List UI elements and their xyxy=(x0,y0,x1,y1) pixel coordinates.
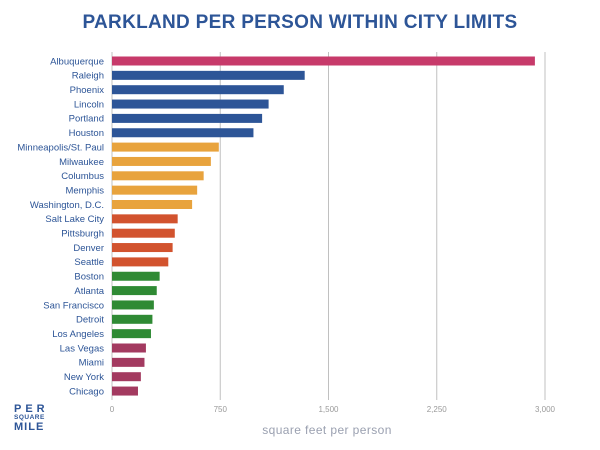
bar xyxy=(112,171,204,181)
bar xyxy=(112,56,535,66)
category-label: Salt Lake City xyxy=(45,214,104,225)
category-label: Las Vegas xyxy=(60,343,105,354)
category-label: Washington, D.C. xyxy=(30,200,104,211)
category-labels: Albuquerque Raleigh Phoenix Lincoln Portland… xyxy=(17,56,104,397)
logo-line-1: PER xyxy=(14,403,49,415)
category-label: Houston xyxy=(69,128,104,139)
bars xyxy=(112,56,535,396)
chart-title: PARKLAND PER PERSON WITHIN CITY LIMITS xyxy=(82,12,518,33)
bar xyxy=(112,357,145,367)
bar xyxy=(112,314,153,324)
bar xyxy=(112,99,269,109)
category-label: Phoenix xyxy=(70,85,105,96)
bar xyxy=(112,185,198,195)
category-label: Miami xyxy=(79,358,104,369)
bar xyxy=(112,329,151,339)
category-label: Pittsburgh xyxy=(61,229,104,240)
bar xyxy=(112,128,254,138)
x-tick-label: 1,500 xyxy=(318,405,339,414)
category-label: Portland xyxy=(69,114,104,125)
bar xyxy=(112,200,193,209)
grid-lines xyxy=(111,52,546,400)
bar xyxy=(112,113,263,123)
bar xyxy=(112,257,169,267)
category-label: Lincoln xyxy=(74,99,104,110)
x-tick-label: 3,000 xyxy=(535,405,556,414)
bar xyxy=(112,142,219,152)
x-tick-label: 2,250 xyxy=(427,405,448,414)
bar xyxy=(112,386,138,396)
category-label: Memphis xyxy=(65,185,104,196)
x-tick-label: 0 xyxy=(110,405,115,414)
bar xyxy=(112,85,284,95)
category-label: Columbus xyxy=(61,171,104,182)
category-label: Atlanta xyxy=(74,286,104,297)
bar xyxy=(112,228,175,238)
x-tick-label: 750 xyxy=(214,405,228,414)
bar xyxy=(112,70,305,80)
category-label: Seattle xyxy=(74,257,104,268)
category-label: Milwaukee xyxy=(59,157,104,168)
bar xyxy=(112,271,160,281)
bar xyxy=(112,243,173,253)
bar xyxy=(112,286,157,296)
bar xyxy=(112,343,146,353)
category-label: Minneapolis/St. Paul xyxy=(17,142,104,153)
category-label: Chicago xyxy=(69,386,104,397)
logo-line-2: SQUARE xyxy=(14,414,45,421)
category-label: New York xyxy=(64,372,104,383)
category-label: Detroit xyxy=(76,315,104,326)
category-label: Albuquerque xyxy=(50,56,104,67)
category-label: Raleigh xyxy=(72,71,104,82)
bar xyxy=(112,300,154,310)
category-label: Boston xyxy=(74,272,104,283)
per-square-mile-logo: PER SQUARE MILE xyxy=(14,403,58,433)
category-label: Denver xyxy=(73,243,104,254)
category-label: San Francisco xyxy=(43,300,104,311)
logo-line-3: MILE xyxy=(14,420,45,433)
bar xyxy=(112,214,178,224)
category-label: Los Angeles xyxy=(52,329,104,340)
x-axis-ticks: 0 750 1,500 2,250 3,000 xyxy=(110,405,556,414)
x-axis-label: square feet per person xyxy=(262,423,392,437)
bar xyxy=(112,372,141,382)
bar xyxy=(112,156,211,166)
